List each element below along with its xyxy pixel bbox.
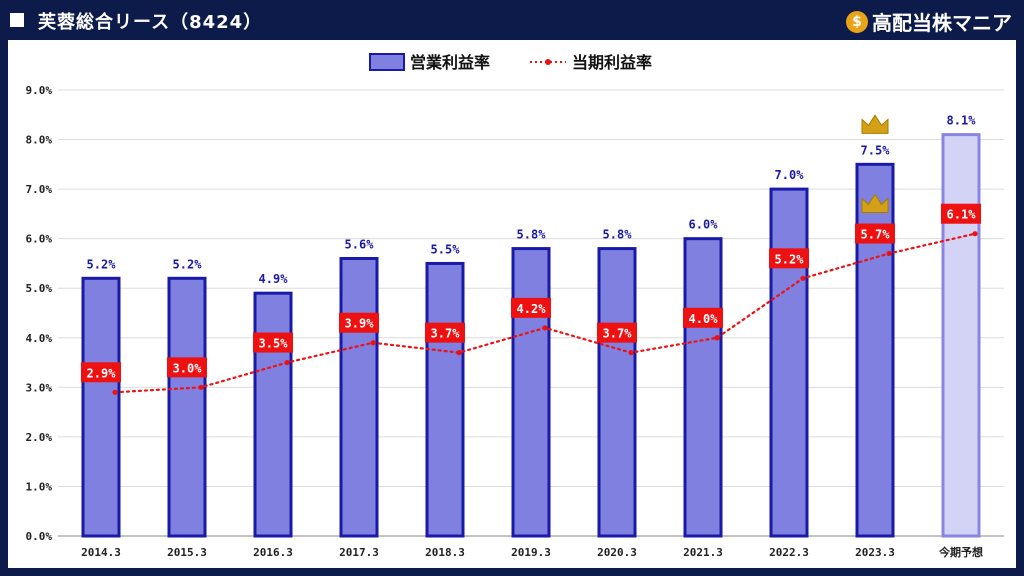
line-label-box bbox=[81, 362, 121, 383]
bar-value-label: 5.2% bbox=[173, 257, 203, 271]
line-value-label: 2.9% bbox=[87, 366, 117, 380]
x-tick-label: 2022.3 bbox=[769, 546, 809, 559]
line-point bbox=[542, 325, 548, 331]
line-point bbox=[370, 340, 376, 346]
bar bbox=[81, 276, 121, 538]
line-value-label: 3.7% bbox=[603, 327, 633, 341]
bar bbox=[683, 237, 723, 538]
legend-bar-swatch bbox=[369, 53, 405, 71]
line-label-box bbox=[425, 322, 465, 343]
x-tick-label: 2023.3 bbox=[855, 546, 895, 559]
y-tick-label: 4.0% bbox=[26, 332, 53, 345]
line-value-label: 3.5% bbox=[259, 337, 289, 351]
legend-label-net-margin: 当期利益率 bbox=[572, 53, 652, 72]
line-point bbox=[800, 275, 806, 281]
x-tick-label: 2017.3 bbox=[339, 546, 379, 559]
line-value-label: 4.2% bbox=[517, 302, 547, 316]
bar-value-label: 7.0% bbox=[775, 168, 805, 182]
bar-value-label: 5.6% bbox=[345, 237, 375, 251]
x-tick-label: 今期予想 bbox=[938, 545, 983, 559]
line-value-label: 4.0% bbox=[689, 312, 719, 326]
crown-icon bbox=[861, 114, 889, 134]
line-label-box bbox=[253, 332, 293, 353]
line-value-label: 5.2% bbox=[775, 252, 805, 266]
chart-svg: 0.0% 1.0% 2.0% 3.0% 4.0% 5.0% 6.0% 7.0% 8.0% 9.0%… bbox=[26, 53, 1004, 559]
bar-value-label: 5.8% bbox=[603, 228, 633, 242]
bar bbox=[339, 256, 379, 538]
line-label-box bbox=[511, 297, 551, 318]
line-point bbox=[112, 389, 118, 395]
bar bbox=[253, 291, 293, 538]
bar-value-label: 7.5% bbox=[861, 143, 891, 157]
line-value-label: 6.1% bbox=[947, 208, 977, 222]
bar-value-label: 5.5% bbox=[431, 242, 461, 256]
bar bbox=[597, 247, 637, 538]
line-value-label: 3.7% bbox=[431, 327, 461, 341]
y-tick-label: 9.0% bbox=[26, 84, 53, 97]
y-tick-label: 8.0% bbox=[26, 134, 53, 147]
brand-logo: $ 高配当株マニア bbox=[846, 7, 1012, 36]
line-label-box bbox=[855, 223, 895, 244]
line-value-label: 3.0% bbox=[173, 361, 203, 375]
bar-value-label: 8.1% bbox=[947, 114, 977, 128]
y-tick-label: 7.0% bbox=[26, 183, 53, 196]
line-label-box bbox=[941, 203, 981, 224]
header-bar: 芙蓉総合リース（8424） $ 高配当株マニア bbox=[0, 0, 1024, 40]
chart-panel: 0.0% 1.0% 2.0% 3.0% 4.0% 5.0% 6.0% 7.0% 8.0% 9.0%… bbox=[8, 40, 1016, 568]
bar-value-label: 4.9% bbox=[259, 272, 289, 286]
line-point bbox=[972, 231, 978, 237]
line-label-box bbox=[683, 307, 723, 328]
x-tick-label: 2019.3 bbox=[511, 546, 551, 559]
crown-icon bbox=[861, 193, 889, 214]
y-tick-label: 2.0% bbox=[26, 431, 53, 444]
line-point bbox=[628, 350, 634, 356]
line-point bbox=[456, 350, 462, 356]
chart-title: 芙蓉総合リース（8424） bbox=[38, 12, 263, 33]
bar-value-label: 6.0% bbox=[689, 218, 719, 232]
y-tick-label: 6.0% bbox=[26, 233, 53, 246]
brand-name: 高配当株マニア bbox=[872, 11, 1012, 35]
line-label-box bbox=[167, 357, 207, 378]
x-tick-label: 2021.3 bbox=[683, 546, 723, 559]
bar bbox=[941, 133, 981, 538]
y-tick-label: 1.0% bbox=[26, 480, 53, 493]
line-point bbox=[284, 359, 290, 366]
line-point bbox=[198, 384, 204, 390]
x-tick-label: 2015.3 bbox=[167, 546, 207, 559]
y-tick-label: 5.0% bbox=[26, 282, 53, 295]
line-point bbox=[886, 250, 892, 257]
x-tick-label: 2020.3 bbox=[597, 546, 637, 559]
legend-line-marker bbox=[545, 59, 551, 65]
legend-label-operating-margin: 営業利益率 bbox=[410, 53, 490, 72]
x-tick-label: 2016.3 bbox=[253, 546, 293, 559]
line-label-box bbox=[597, 322, 637, 343]
bar bbox=[769, 187, 809, 538]
bar-value-label: 5.8% bbox=[517, 228, 547, 242]
money-bag-icon: $ bbox=[846, 10, 868, 33]
bar bbox=[855, 162, 895, 538]
x-tick-label: 2018.3 bbox=[425, 546, 465, 559]
line-label-box bbox=[339, 312, 379, 333]
bar bbox=[511, 247, 551, 538]
line-value-label: 5.7% bbox=[861, 228, 891, 242]
y-tick-label: 0.0% bbox=[26, 530, 53, 543]
bar bbox=[425, 261, 465, 538]
x-tick-label: 2014.3 bbox=[81, 546, 121, 559]
line-point bbox=[714, 335, 720, 341]
bar-value-label: 5.2% bbox=[87, 257, 117, 271]
line-label-box bbox=[769, 248, 809, 269]
square-bullet-icon bbox=[10, 13, 24, 27]
bar bbox=[167, 276, 207, 538]
y-tick-label: 3.0% bbox=[26, 381, 53, 394]
line-value-label: 3.9% bbox=[345, 317, 375, 331]
